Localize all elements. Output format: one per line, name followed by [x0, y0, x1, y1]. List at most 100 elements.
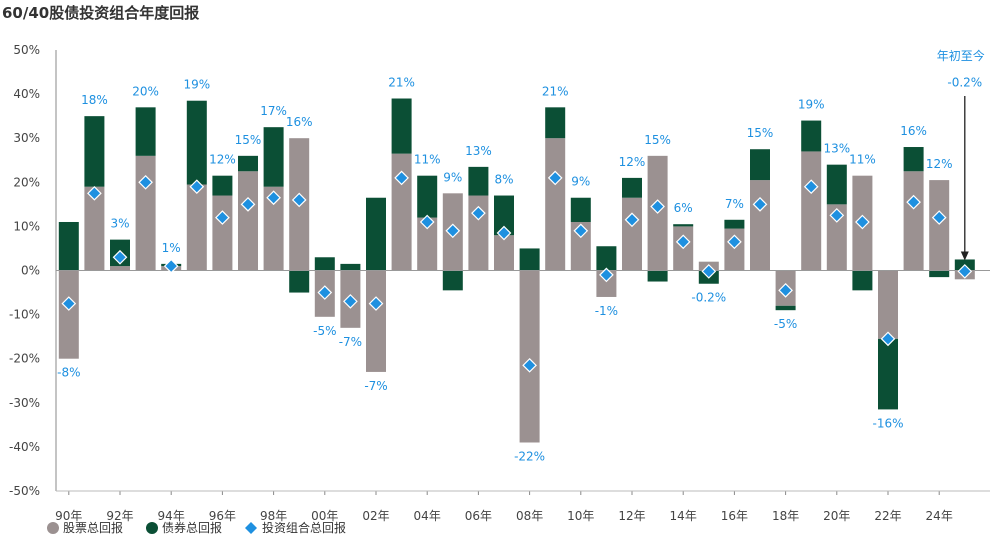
data-label: -8%	[57, 366, 80, 380]
stock-bar	[545, 138, 566, 271]
bond-bar	[545, 107, 566, 139]
x-tick-label: 18年	[772, 509, 799, 523]
legend-label-stocks: 股票总回报	[63, 520, 123, 535]
stock-bar	[238, 171, 258, 271]
ytd-arrow-head	[960, 251, 969, 261]
data-label: 3%	[110, 217, 129, 231]
portfolio-marker	[368, 296, 384, 311]
stock-bar	[494, 235, 514, 271]
x-tick-label: 20年	[823, 509, 850, 523]
ytd-annotation: 年初至今	[937, 48, 985, 63]
bond-bar	[186, 100, 207, 185]
portfolio-marker	[650, 199, 665, 214]
bond-bar	[468, 166, 489, 196]
portfolio-marker	[343, 294, 358, 309]
x-tick-label: 98年	[260, 509, 287, 523]
stock-bar	[570, 221, 591, 271]
data-label: 21%	[542, 84, 569, 98]
portfolio-marker	[599, 267, 614, 283]
bond-bar	[570, 197, 591, 222]
bond-bar	[84, 116, 105, 187]
portfolio-marker	[778, 282, 793, 298]
stock-bar	[366, 270, 386, 372]
y-tick-label: -40%	[9, 440, 40, 454]
portfolio-marker	[906, 194, 921, 210]
portfolio-marker	[138, 174, 153, 190]
x-tick-label: 10年	[567, 509, 594, 523]
data-label: -0.2%	[691, 291, 726, 305]
bond-bar	[442, 270, 463, 291]
bond-bar	[826, 164, 847, 205]
x-tick-label: 24年	[926, 509, 953, 523]
stock-bar	[212, 195, 233, 271]
x-tick-label: 96年	[209, 509, 236, 523]
bond-bar	[289, 270, 310, 293]
bond-bar	[622, 177, 642, 198]
legend-marker-bonds	[146, 522, 158, 534]
bond-bar	[775, 305, 796, 311]
data-label: -22%	[514, 449, 545, 463]
portfolio-marker	[496, 225, 512, 241]
stock-bar	[878, 270, 898, 339]
bond-bar	[494, 195, 514, 236]
data-label: 13%	[823, 142, 850, 156]
portfolio-marker	[291, 192, 307, 208]
stock-bar	[84, 186, 105, 271]
portfolio-marker	[880, 331, 896, 347]
portfolio-marker	[727, 234, 742, 250]
bond-bar	[340, 263, 361, 271]
bond-bar	[314, 257, 335, 271]
bond-bar	[647, 270, 668, 282]
data-label: 16%	[900, 124, 927, 138]
data-label: -1%	[595, 304, 618, 318]
portfolio-marker	[317, 285, 333, 300]
stock-bar	[903, 171, 924, 271]
y-tick-label: 0%	[21, 264, 40, 278]
data-label: 19%	[798, 98, 825, 112]
legend-marker-portfolio	[245, 522, 257, 534]
x-tick-label: 12年	[618, 509, 645, 523]
portfolio-marker	[522, 357, 537, 373]
x-tick-label: 94年	[158, 509, 185, 523]
data-label: -0.2%	[947, 76, 982, 90]
legend-marker-stocks	[47, 522, 59, 534]
stock-bar	[801, 151, 822, 271]
data-label: 11%	[849, 153, 876, 167]
data-label: 15%	[644, 133, 671, 147]
data-label: 12%	[209, 153, 236, 167]
x-tick-label: 14年	[670, 509, 697, 523]
x-tick-label: 92年	[106, 509, 133, 523]
bond-bar	[212, 175, 233, 196]
data-label: 11%	[414, 153, 441, 167]
bond-bar	[519, 248, 540, 271]
portfolio-marker	[394, 170, 409, 186]
y-tick-label: -20%	[9, 352, 40, 366]
bond-bar	[58, 221, 79, 271]
y-tick-label: 20%	[13, 175, 40, 189]
legend-label-portfolio: 投资组合总回报	[262, 520, 346, 535]
bond-bar	[929, 270, 950, 278]
y-tick-label: 40%	[13, 87, 40, 101]
portfolio-marker	[240, 197, 256, 212]
bond-bar	[750, 149, 770, 181]
data-label: 19%	[183, 78, 210, 92]
portfolio-marker	[547, 170, 563, 186]
portfolio-marker	[87, 185, 102, 201]
bond-bar	[724, 219, 745, 229]
portfolio-marker	[61, 296, 77, 311]
stock-bar	[417, 217, 438, 271]
x-tick-label: 90年	[55, 509, 82, 523]
bond-bar	[238, 155, 258, 172]
portfolio-marker	[701, 264, 717, 279]
bond-bar	[673, 224, 694, 227]
portfolio-marker	[675, 234, 691, 250]
data-label: 13%	[465, 144, 492, 158]
portfolio-marker	[752, 197, 768, 212]
portfolio-marker	[266, 190, 281, 206]
stock-bar	[391, 153, 412, 271]
portfolio-marker	[931, 210, 947, 225]
portfolio-marker	[957, 264, 973, 279]
data-label: -7%	[339, 335, 362, 349]
portfolio-marker	[419, 214, 435, 230]
portfolio-marker	[573, 223, 589, 239]
